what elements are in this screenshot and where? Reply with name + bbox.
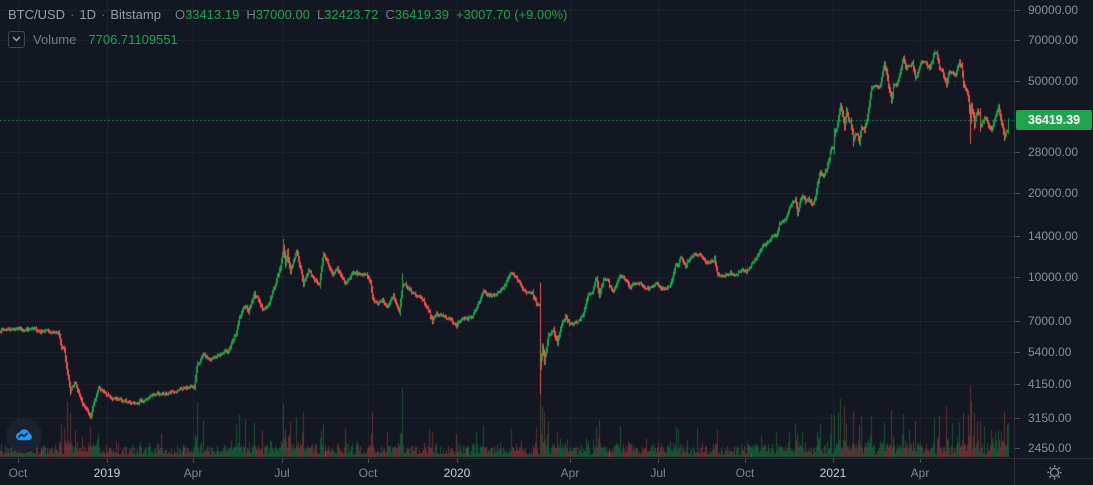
time-axis-tick (368, 459, 369, 463)
time-axis-label: 2020 (443, 466, 471, 480)
time-axis-tick (570, 459, 571, 463)
price-chart-canvas[interactable] (0, 0, 1014, 458)
price-axis-tick (1015, 81, 1020, 82)
volume-indicator-value: 7706.71109551 (88, 31, 178, 47)
legend-collapse-button[interactable] (8, 30, 25, 48)
legend-separator: · (101, 6, 106, 22)
time-axis-label: Apr (910, 466, 930, 480)
price-axis-label: 10000.00 (1028, 270, 1079, 285)
price-axis-tick (1015, 321, 1020, 322)
time-axis-tick (745, 459, 746, 463)
price-axis[interactable]: 36419.39 90000.00 70000.00 50000.00 28000.0… (1014, 0, 1093, 458)
price-axis-tick (1015, 236, 1020, 237)
volume-indicator-label[interactable]: Volume (33, 31, 77, 47)
symbol-title[interactable]: BTC/USD (8, 6, 66, 22)
price-axis-tick (1015, 10, 1020, 11)
high-value: 37000.00 (255, 6, 310, 22)
price-axis-label: 20000.00 (1028, 185, 1079, 200)
price-axis-label: 7000.00 (1028, 313, 1072, 328)
time-axis-tick (18, 459, 19, 463)
change-value: +3007.70 (+9.00%) (456, 6, 568, 22)
price-axis-label: 28000.00 (1028, 144, 1079, 159)
interval-label[interactable]: 1D (79, 6, 97, 22)
price-axis-label: 70000.00 (1028, 33, 1079, 48)
ohlc-values: O33413.19 H37000.00 L32423.72 C36419.39 … (175, 7, 567, 22)
time-axis-tick (457, 459, 458, 463)
price-axis-label: 90000.00 (1028, 2, 1079, 17)
legend-separator: · (70, 6, 75, 22)
price-axis-label: 3150.00 (1028, 410, 1072, 425)
time-axis[interactable]: Oct 2019 Apr Jul Oct 2020 Apr Jul Oct 2021 Apr (0, 458, 1014, 485)
price-axis-tick (1015, 152, 1020, 153)
time-axis-label: Oct (735, 466, 755, 480)
price-axis-tick (1015, 277, 1020, 278)
time-axis-tick (833, 459, 834, 463)
time-axis-label: Oct (8, 466, 28, 480)
time-axis-tick (193, 459, 194, 463)
close-value: 36419.39 (394, 6, 450, 22)
gear-icon[interactable] (1046, 464, 1063, 481)
exchange-label: Bitstamp (110, 6, 161, 22)
axis-settings-corner[interactable] (1014, 458, 1093, 485)
time-axis-tick (920, 459, 921, 463)
price-axis-tick (1015, 384, 1020, 385)
symbol-legend-row: BTC/USD · 1D · Bitstamp O33413.19 H37000… (8, 5, 567, 23)
low-key: L (316, 6, 325, 22)
open-key: O (174, 6, 186, 22)
tradingview-cloud-icon (16, 429, 32, 441)
price-axis-label: 50000.00 (1028, 74, 1079, 89)
time-axis-label: Apr (183, 466, 203, 480)
last-price-badge: 36419.39 (1016, 110, 1092, 131)
time-axis-label: Jul (650, 466, 666, 480)
high-key: H (246, 6, 256, 22)
low-value: 32423.72 (324, 6, 379, 22)
chart-legend: BTC/USD · 1D · Bitstamp O33413.19 H37000… (8, 5, 567, 48)
price-axis-tick (1015, 193, 1020, 194)
price-axis-tick (1015, 352, 1020, 353)
price-axis-tick (1015, 418, 1020, 419)
time-axis-label: Jul (274, 466, 290, 480)
time-axis-label: Apr (560, 466, 580, 480)
time-axis-tick (658, 459, 659, 463)
price-axis-label: 5400.00 (1028, 345, 1072, 360)
time-axis-label: 2019 (93, 466, 121, 480)
chevron-down-icon (12, 36, 21, 42)
price-axis-label: 2450.00 (1028, 441, 1072, 456)
tradingview-logo[interactable] (7, 419, 41, 453)
time-axis-tick (282, 459, 283, 463)
time-axis-label: Oct (358, 466, 378, 480)
time-axis-label: 2021 (819, 466, 847, 480)
close-key: C (385, 6, 395, 22)
time-axis-tick (107, 459, 108, 463)
price-axis-tick (1015, 448, 1020, 449)
price-axis-label: 14000.00 (1028, 229, 1079, 244)
volume-indicator-row: Volume 7706.71109551 (8, 30, 567, 48)
price-axis-tick (1015, 40, 1020, 41)
price-axis-label: 4150.00 (1028, 377, 1072, 392)
open-value: 33413.19 (185, 6, 240, 22)
